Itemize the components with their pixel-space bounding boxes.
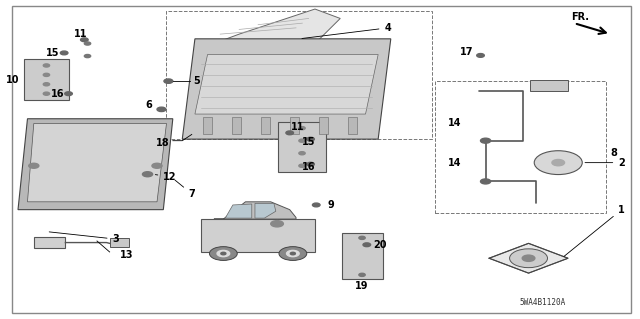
Text: 17: 17 <box>460 47 474 57</box>
Circle shape <box>44 73 49 77</box>
Text: 16: 16 <box>51 89 65 99</box>
Bar <box>348 117 357 134</box>
Polygon shape <box>28 123 166 202</box>
Circle shape <box>287 250 299 257</box>
Circle shape <box>60 51 68 55</box>
Circle shape <box>299 152 305 155</box>
Circle shape <box>291 252 296 255</box>
Bar <box>24 59 68 100</box>
Circle shape <box>65 92 72 96</box>
Polygon shape <box>225 204 252 218</box>
Circle shape <box>299 139 305 142</box>
Polygon shape <box>195 55 378 114</box>
Bar <box>290 117 299 134</box>
Bar <box>34 237 65 248</box>
Bar <box>435 81 605 213</box>
Circle shape <box>481 138 491 143</box>
Polygon shape <box>214 9 340 43</box>
Text: 7: 7 <box>175 180 195 199</box>
Text: 6: 6 <box>146 100 152 110</box>
Text: 16: 16 <box>302 162 316 172</box>
Text: 14: 14 <box>447 118 461 129</box>
Circle shape <box>307 137 314 141</box>
Polygon shape <box>201 219 315 252</box>
Circle shape <box>164 79 173 83</box>
Circle shape <box>359 273 365 277</box>
Polygon shape <box>214 202 296 219</box>
Circle shape <box>81 38 88 42</box>
Circle shape <box>477 54 484 57</box>
Text: 11: 11 <box>74 29 87 39</box>
Circle shape <box>299 164 305 167</box>
Text: 12: 12 <box>156 172 177 182</box>
Circle shape <box>217 250 230 257</box>
Text: 11: 11 <box>291 122 305 132</box>
Bar <box>319 117 328 134</box>
Polygon shape <box>18 119 173 210</box>
Text: 15: 15 <box>302 137 316 147</box>
Text: 9: 9 <box>328 200 334 210</box>
Text: 8: 8 <box>610 148 617 158</box>
Circle shape <box>312 203 320 207</box>
Text: FR.: FR. <box>571 11 589 22</box>
Circle shape <box>552 160 564 166</box>
Bar <box>109 239 129 247</box>
Bar <box>232 117 241 134</box>
Circle shape <box>157 107 166 112</box>
Circle shape <box>271 221 284 227</box>
Circle shape <box>359 236 365 240</box>
Text: 4: 4 <box>302 23 391 39</box>
Circle shape <box>84 55 91 58</box>
Text: 18: 18 <box>156 138 170 148</box>
Circle shape <box>299 127 305 130</box>
Circle shape <box>44 92 49 95</box>
Bar <box>342 233 383 278</box>
Circle shape <box>307 162 314 166</box>
Circle shape <box>44 64 49 67</box>
Circle shape <box>481 179 491 184</box>
Circle shape <box>152 163 162 168</box>
Text: 3: 3 <box>49 232 119 244</box>
Text: 14: 14 <box>447 158 461 167</box>
Circle shape <box>221 252 226 255</box>
Bar <box>530 79 568 91</box>
Bar <box>260 117 270 134</box>
Circle shape <box>363 243 371 247</box>
Circle shape <box>286 131 294 135</box>
Circle shape <box>143 172 152 177</box>
Text: 5: 5 <box>194 76 200 86</box>
Text: 5WA4B1120A: 5WA4B1120A <box>519 298 566 307</box>
Circle shape <box>209 247 237 260</box>
Circle shape <box>279 247 307 260</box>
Text: 1: 1 <box>564 205 625 256</box>
Circle shape <box>509 249 547 268</box>
Circle shape <box>84 42 91 45</box>
Text: 19: 19 <box>355 281 369 292</box>
Bar <box>278 122 326 172</box>
Polygon shape <box>182 39 391 139</box>
Circle shape <box>29 163 39 168</box>
Text: 15: 15 <box>47 48 60 58</box>
Text: 20: 20 <box>373 240 387 250</box>
Bar <box>202 117 212 134</box>
Text: 10: 10 <box>6 75 19 85</box>
Polygon shape <box>255 204 276 218</box>
Circle shape <box>522 255 535 261</box>
Circle shape <box>44 83 49 86</box>
Polygon shape <box>489 243 568 273</box>
Circle shape <box>534 151 582 174</box>
Bar <box>166 11 432 139</box>
Text: 13: 13 <box>120 250 134 260</box>
Text: 2: 2 <box>585 158 625 167</box>
